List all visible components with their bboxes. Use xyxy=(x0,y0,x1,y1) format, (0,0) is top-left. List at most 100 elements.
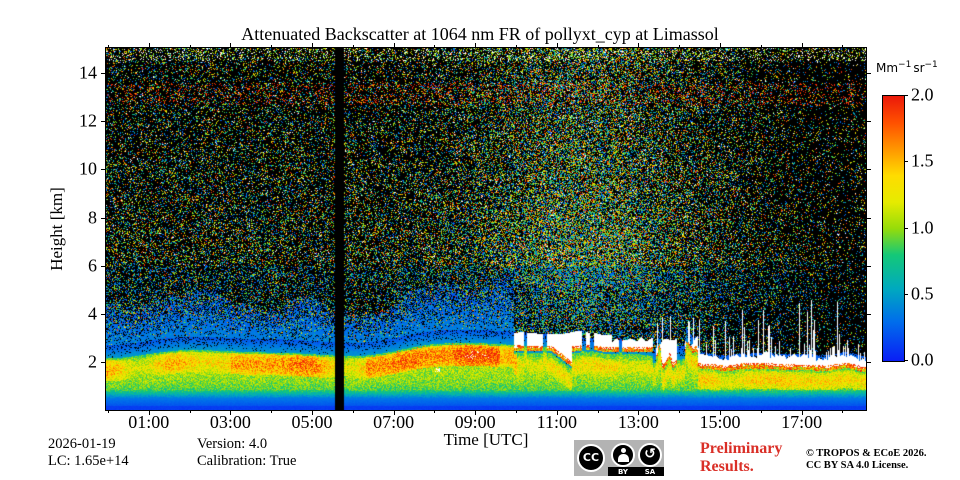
colorbar-tick-label: 2.0 xyxy=(911,84,934,105)
x-tick-label: 13:00 xyxy=(617,412,659,432)
y-tick-label: 8 xyxy=(88,207,97,228)
by-person-head xyxy=(620,448,626,453)
x-tick-label: 03:00 xyxy=(209,412,251,432)
x-tick-top xyxy=(393,43,395,48)
x-tick xyxy=(434,410,436,413)
version-label: Version: 4.0 xyxy=(197,436,268,452)
y-tick xyxy=(101,121,106,123)
y-tick xyxy=(101,313,106,315)
preliminary-line1: Preliminary xyxy=(700,440,783,457)
x-tick xyxy=(148,410,150,415)
x-axis-label: Time [UTC] xyxy=(443,430,529,449)
by-person-icon xyxy=(611,443,635,467)
x-tick-top xyxy=(720,43,721,48)
x-tick-label: 05:00 xyxy=(291,412,333,432)
copyright-line2: CC BY SA 4.0 License. xyxy=(806,460,909,471)
date-label: 2026-01-19 xyxy=(48,436,116,452)
x-tick-top xyxy=(230,43,232,48)
x-tick xyxy=(516,410,517,413)
y-tick xyxy=(101,169,106,171)
y-tick-label: 2 xyxy=(88,351,97,372)
x-tick-top xyxy=(760,45,762,48)
x-tick xyxy=(230,410,232,415)
x-tick-top xyxy=(148,43,150,48)
preliminary-line2: Results. xyxy=(700,458,754,475)
x-tick xyxy=(475,410,477,415)
calibration-label: Calibration: True xyxy=(197,453,297,469)
x-tick-top xyxy=(842,45,844,48)
y-tick xyxy=(101,73,106,75)
x-tick-top xyxy=(189,45,191,48)
lidar-constant-label: LC: 1.65e+14 xyxy=(48,453,129,469)
y-tick-right xyxy=(866,313,871,315)
y-tick-label: 12 xyxy=(79,110,97,131)
x-tick-top xyxy=(352,45,354,48)
colorbar-tick xyxy=(904,161,908,163)
y-tick-label: 14 xyxy=(79,62,97,83)
colorbar xyxy=(882,95,905,362)
y-tick-label: 10 xyxy=(79,158,97,179)
y-tick xyxy=(101,361,106,363)
x-tick xyxy=(393,410,395,415)
colorbar-tick xyxy=(904,360,908,361)
y-tick-right xyxy=(866,73,871,75)
x-tick xyxy=(679,410,681,413)
colorbar-tick xyxy=(904,293,908,295)
x-tick-top xyxy=(638,43,640,48)
x-tick xyxy=(760,410,762,413)
y-tick-right xyxy=(866,121,871,123)
x-tick xyxy=(556,410,558,415)
colorbar-tick-label: 1.0 xyxy=(911,217,934,237)
cc-license-badge: CC ↺ BY SA xyxy=(574,440,664,476)
x-tick-top xyxy=(597,45,599,48)
x-tick xyxy=(842,410,844,413)
copyright-line1: © TROPOS & ECoE 2026. xyxy=(806,448,927,459)
y-tick-right xyxy=(866,217,871,219)
x-tick xyxy=(597,410,599,413)
x-tick xyxy=(189,410,191,413)
cc-icon: CC xyxy=(577,444,605,472)
by-person-body xyxy=(617,454,629,462)
preliminary-results-note: Preliminary Results. xyxy=(700,440,782,476)
y-tick-label: 6 xyxy=(88,255,97,276)
x-tick xyxy=(801,410,803,415)
y-tick-right xyxy=(866,361,871,363)
colorbar-tick-label: 0.5 xyxy=(911,283,934,304)
y-tick-right xyxy=(866,169,871,171)
x-tick-top xyxy=(801,43,803,48)
x-tick-label: 11:00 xyxy=(536,412,577,432)
x-tick-label: 01:00 xyxy=(128,412,170,432)
y-tick xyxy=(101,217,106,219)
x-tick-top xyxy=(434,45,436,48)
x-tick xyxy=(108,410,109,413)
plot-title: Attenuated Backscatter at 1064 nm FR of … xyxy=(241,24,719,44)
x-tick-label: 09:00 xyxy=(454,412,496,432)
x-tick-top xyxy=(556,43,558,48)
x-tick xyxy=(638,410,640,415)
colorbar-tick-label: 0.0 xyxy=(911,349,934,370)
x-tick-label: 07:00 xyxy=(373,412,415,432)
colorbar-tick xyxy=(904,95,908,96)
y-tick-label: 4 xyxy=(88,303,97,324)
badge-sa-label: SA xyxy=(644,468,656,476)
sa-arrow-icon: ↺ xyxy=(638,443,662,467)
footer-version-cal: Version: 4.0 Calibration: True xyxy=(197,436,297,470)
x-tick xyxy=(720,410,721,415)
x-tick-label: 15:00 xyxy=(699,412,741,432)
x-tick xyxy=(312,410,313,415)
plot-area xyxy=(105,47,867,411)
y-tick xyxy=(101,265,106,267)
x-tick-top xyxy=(271,45,273,48)
x-tick-top xyxy=(108,45,109,48)
x-tick-top xyxy=(312,43,313,48)
backscatter-heatmap xyxy=(106,48,866,410)
colorbar-unit: Mm−1 sr−1 xyxy=(876,60,938,75)
colorbar-tick-label: 1.5 xyxy=(911,150,934,171)
x-tick-top xyxy=(679,45,681,48)
badge-strip: BY SA xyxy=(608,467,664,476)
y-tick-right xyxy=(866,265,871,267)
x-tick xyxy=(271,410,273,413)
y-axis-label: Height [km] xyxy=(47,187,66,271)
copyright-note: © TROPOS & ECoE 2026. CC BY SA 4.0 Licen… xyxy=(806,448,927,472)
